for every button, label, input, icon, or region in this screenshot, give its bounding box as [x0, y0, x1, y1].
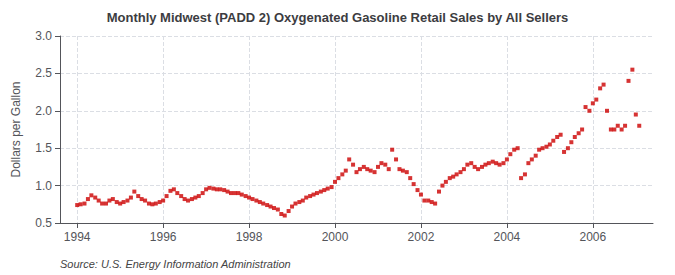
svg-text:1.5: 1.5 [35, 141, 52, 155]
svg-text:Source: U.S. Energy Informatio: Source: U.S. Energy Information Administ… [60, 258, 291, 270]
svg-text:Dollars per Gallon: Dollars per Gallon [9, 81, 23, 177]
svg-text:3.0: 3.0 [35, 29, 52, 43]
svg-text:2.0: 2.0 [35, 104, 52, 118]
svg-text:2002: 2002 [408, 230, 435, 244]
svg-text:2.5: 2.5 [35, 66, 52, 80]
svg-text:1996: 1996 [150, 230, 177, 244]
svg-text:1994: 1994 [64, 230, 91, 244]
svg-text:Monthly Midwest (PADD 2) Oxyge: Monthly Midwest (PADD 2) Oxygenated Gaso… [107, 10, 569, 25]
svg-text:0.5: 0.5 [35, 216, 52, 230]
svg-text:1998: 1998 [236, 230, 263, 244]
svg-text:1.0: 1.0 [35, 179, 52, 193]
svg-text:2004: 2004 [494, 230, 521, 244]
svg-text:2006: 2006 [579, 230, 606, 244]
svg-text:2000: 2000 [322, 230, 349, 244]
